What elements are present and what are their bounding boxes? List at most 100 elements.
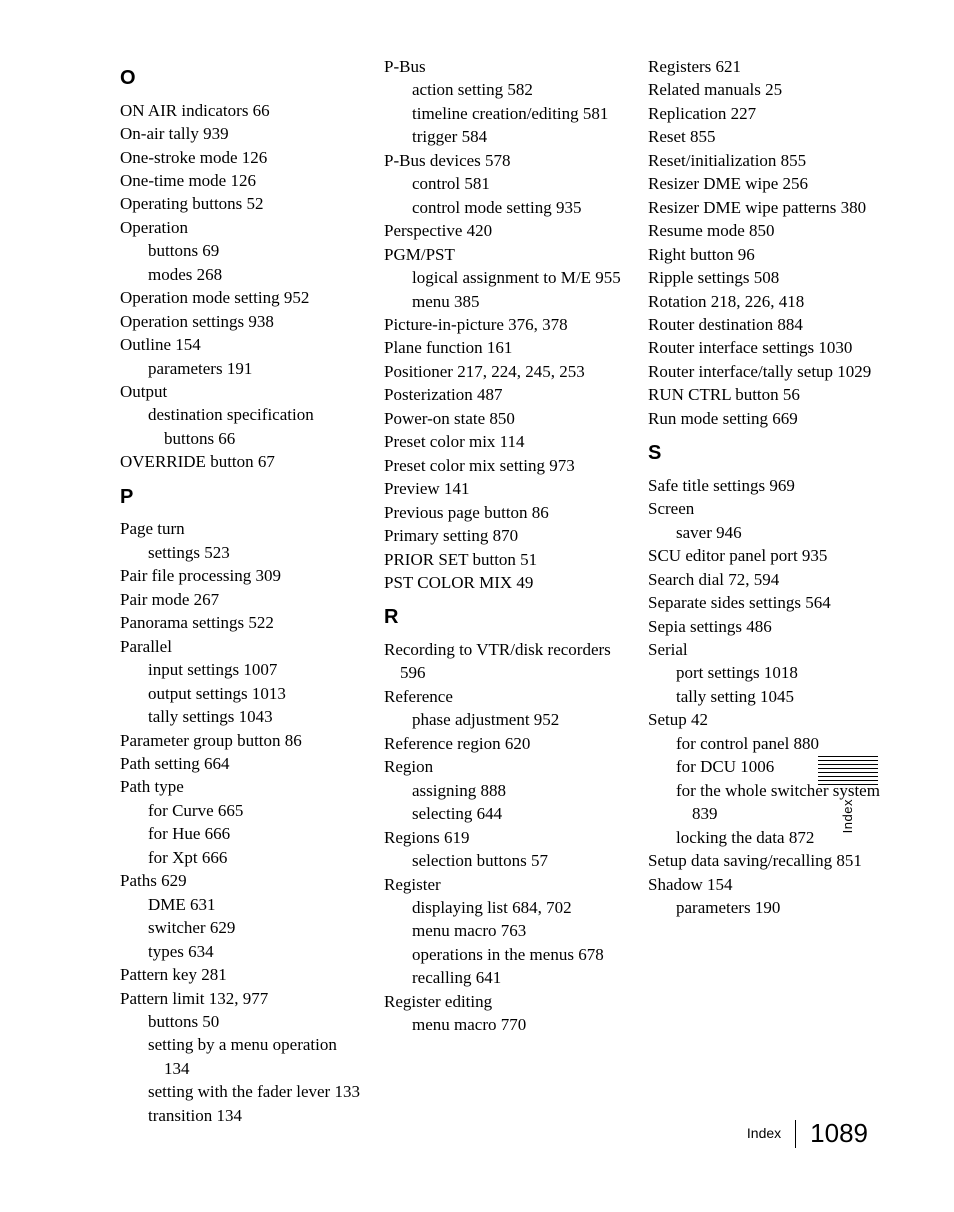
index-entry: parameters 190 — [648, 896, 894, 919]
index-entry: Operation — [120, 216, 366, 239]
index-entry: One-time mode 126 — [120, 169, 366, 192]
index-entry: Register — [384, 873, 630, 896]
index-entry: Region — [384, 755, 630, 778]
index-entry: selecting 644 — [384, 802, 630, 825]
index-entry: Output — [120, 380, 366, 403]
index-entry: trigger 584 — [384, 125, 630, 148]
index-entry: selection buttons 57 — [384, 849, 630, 872]
index-entry: destination specification buttons 66 — [120, 403, 366, 450]
side-tab-line — [818, 772, 878, 773]
index-entry: Paths 629 — [120, 869, 366, 892]
index-entry: Perspective 420 — [384, 219, 630, 242]
index-entry: Resizer DME wipe 256 — [648, 172, 894, 195]
index-entry: Reference — [384, 685, 630, 708]
index-entry: Parallel — [120, 635, 366, 658]
index-entry: Ripple settings 508 — [648, 266, 894, 289]
index-entry: Preset color mix setting 973 — [384, 454, 630, 477]
index-entry: buttons 69 — [120, 239, 366, 262]
index-entry: Shadow 154 — [648, 873, 894, 896]
index-entry: Search dial 72, 594 — [648, 568, 894, 591]
index-entry: Posterization 487 — [384, 383, 630, 406]
side-tab-lines — [818, 756, 878, 785]
index-entry: input settings 1007 — [120, 658, 366, 681]
index-entry: menu 385 — [384, 290, 630, 313]
index-entry: Recording to VTR/disk recorders 596 — [384, 638, 630, 685]
index-entry: Operating buttons 52 — [120, 192, 366, 215]
index-entry: buttons 50 — [120, 1010, 366, 1033]
index-entry: settings 523 — [120, 541, 366, 564]
index-entry: setting by a menu operation 134 — [120, 1033, 366, 1080]
index-entry: Separate sides settings 564 — [648, 591, 894, 614]
index-entry: Reset 855 — [648, 125, 894, 148]
side-tab-label: Index — [839, 799, 857, 833]
index-entry: types 634 — [120, 940, 366, 963]
index-entry: recalling 641 — [384, 966, 630, 989]
index-entry: assigning 888 — [384, 779, 630, 802]
index-entry: Primary setting 870 — [384, 524, 630, 547]
index-entry: output settings 1013 — [120, 682, 366, 705]
index-entry: menu macro 763 — [384, 919, 630, 942]
index-entry: SCU editor panel port 935 — [648, 544, 894, 567]
index-entry: port settings 1018 — [648, 661, 894, 684]
index-entry: Picture-in-picture 376, 378 — [384, 313, 630, 336]
index-entry: tally setting 1045 — [648, 685, 894, 708]
index-entry: Preset color mix 114 — [384, 430, 630, 453]
index-entry: Path setting 664 — [120, 752, 366, 775]
side-tab-line — [818, 768, 878, 769]
index-entry: Preview 141 — [384, 477, 630, 500]
index-entry: Page turn — [120, 517, 366, 540]
index-entry: Related manuals 25 — [648, 78, 894, 101]
index-entry: timeline creation/editing 581 — [384, 102, 630, 125]
index-entry: PGM/PST — [384, 243, 630, 266]
index-entry: Operation mode setting 952 — [120, 286, 366, 309]
footer-page-number: 1089 — [810, 1116, 868, 1152]
index-entry: saver 946 — [648, 521, 894, 544]
index-entry: Rotation 218, 226, 418 — [648, 290, 894, 313]
index-entry: Power-on state 850 — [384, 407, 630, 430]
side-tab-line — [818, 760, 878, 761]
index-entry: Pattern key 281 — [120, 963, 366, 986]
index-entry: for Hue 666 — [120, 822, 366, 845]
index-entry: logical assignment to M/E 955 — [384, 266, 630, 289]
index-entry: Replication 227 — [648, 102, 894, 125]
index-entry: displaying list 684, 702 — [384, 896, 630, 919]
index-entry: operations in the menus 678 — [384, 943, 630, 966]
index-column-3: Registers 621Related manuals 25Replicati… — [648, 55, 894, 1127]
index-section-head: O — [120, 65, 366, 93]
index-column-2: P-Busaction setting 582timeline creation… — [384, 55, 630, 1127]
side-tab-line — [818, 780, 878, 781]
index-entry: action setting 582 — [384, 78, 630, 101]
index-entry: ON AIR indicators 66 — [120, 99, 366, 122]
index-entry: control mode setting 935 — [384, 196, 630, 219]
index-entry: Parameter group button 86 — [120, 729, 366, 752]
page-footer: Index 1089 — [747, 1116, 868, 1152]
index-entry: Resizer DME wipe patterns 380 — [648, 196, 894, 219]
index-entry: Screen — [648, 497, 894, 520]
index-entry: Router destination 884 — [648, 313, 894, 336]
index-entry: Plane function 161 — [384, 336, 630, 359]
index-entry: Reset/initialization 855 — [648, 149, 894, 172]
index-entry: Pattern limit 132, 977 — [120, 987, 366, 1010]
index-entry: parameters 191 — [120, 357, 366, 380]
index-entry: Path type — [120, 775, 366, 798]
index-entry: Regions 619 — [384, 826, 630, 849]
index-entry: P-Bus — [384, 55, 630, 78]
index-entry: for control panel 880 — [648, 732, 894, 755]
index-entry: Right button 96 — [648, 243, 894, 266]
index-entry: P-Bus devices 578 — [384, 149, 630, 172]
footer-section-label: Index — [747, 1120, 796, 1147]
index-entry: Outline 154 — [120, 333, 366, 356]
index-entry: DME 631 — [120, 893, 366, 916]
index-entry: Pair mode 267 — [120, 588, 366, 611]
index-columns: O ON AIR indicators 66On-air tally 939 One… — [0, 55, 954, 1127]
index-entry: Setup 42 — [648, 708, 894, 731]
index-entry: for Xpt 666 — [120, 846, 366, 869]
index-entry: Serial — [648, 638, 894, 661]
index-entry: On-air tally 939 — [120, 122, 366, 145]
side-tab: Index — [818, 756, 878, 833]
index-entry: setting with the fader lever 133 — [120, 1080, 366, 1103]
index-section-head: S — [648, 440, 894, 468]
index-entry: phase adjustment 952 — [384, 708, 630, 731]
side-tab-line — [818, 756, 878, 757]
index-entry: Sepia settings 486 — [648, 615, 894, 638]
